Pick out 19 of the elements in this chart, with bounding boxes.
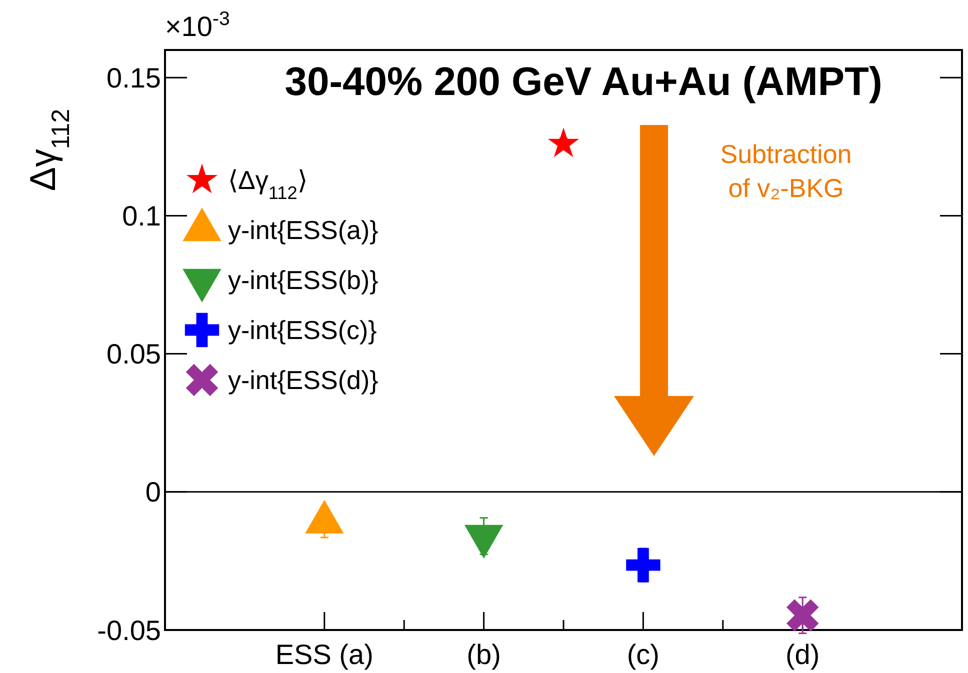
x-tick-label: (c) (626, 639, 660, 670)
point (548, 128, 580, 158)
x-tick-label: (b) (466, 639, 501, 670)
legend-label: y-int{ESS(d)} (228, 365, 379, 396)
legend-label: ⟨Δγ$_{112}$⟩ (228, 165, 308, 204)
y-tick-label: -0.05 (97, 614, 161, 646)
x-tick-label: ESS (a) (275, 639, 374, 670)
legend-label: y-int{ESS(a)} (228, 215, 379, 246)
y-tick-label: 0 (145, 476, 161, 508)
legend-label: y-int{ESS(c)} (228, 315, 378, 346)
annotation: Subtraction of v₂-BKG (720, 139, 852, 203)
x-tick-label: (d) (785, 639, 820, 670)
y-tick-label: 0.15 (106, 62, 161, 94)
y-tick-label: 0.05 (106, 338, 161, 370)
y-tick-label: 0.1 (122, 200, 161, 232)
legend-label: y-int{ESS(b)} (228, 265, 379, 296)
text: ×10$^{-3}$ (165, 8, 230, 42)
chart-title: 30-40% 200 GeV Au+Au (AMPT) (284, 60, 882, 104)
point (786, 599, 819, 632)
